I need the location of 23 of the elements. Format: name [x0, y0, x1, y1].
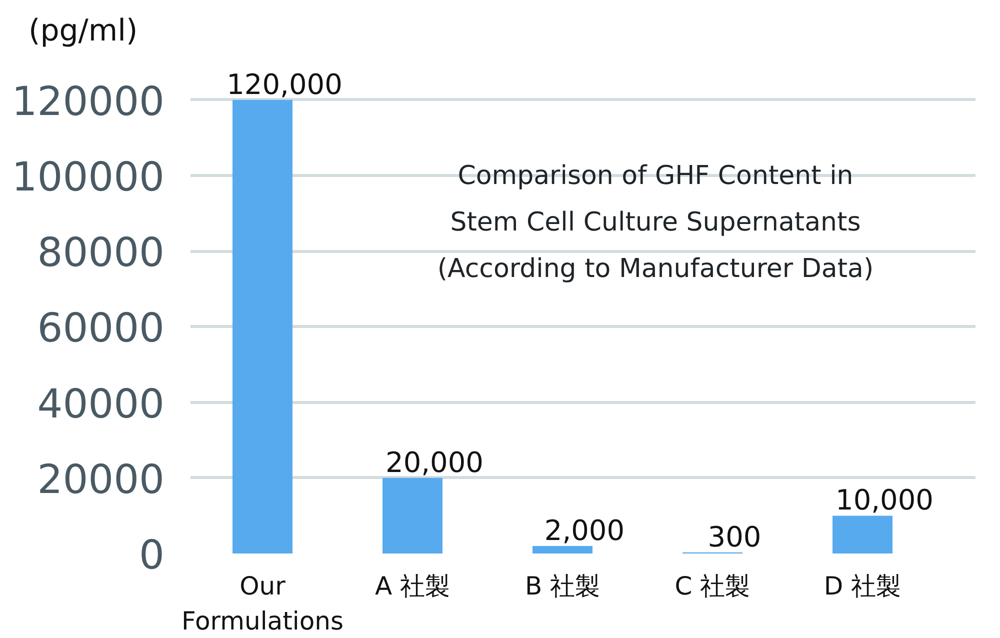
x-tick-label: A 社製 — [374, 572, 450, 600]
y-tick-label: 60000 — [37, 306, 165, 352]
data-label: 20,000 — [386, 446, 484, 479]
text: Comparison of GHF Content in Stem Cell Culture Supernatants (According to Manufacturer Data) — [437, 160, 874, 284]
y-tick-label: 80000 — [37, 230, 165, 276]
bar — [382, 478, 442, 554]
bar — [532, 546, 592, 554]
bar — [832, 516, 892, 554]
bar — [232, 100, 292, 554]
x-tick-label: C 社製 — [674, 572, 750, 600]
y-axis-title: (pg/ml) — [28, 14, 138, 48]
data-label: 300 — [708, 520, 762, 554]
x-tick-label: D 社製 — [824, 572, 902, 600]
x-tick-label: Our Formulations — [182, 572, 344, 636]
x-tick-label: B 社製 — [524, 572, 600, 600]
data-label: 10,000 — [836, 484, 934, 517]
y-tick-label: 0 — [139, 532, 165, 578]
y-tick-label: 40000 — [37, 381, 165, 428]
y-tick-label: 20000 — [37, 456, 165, 503]
data-label: 2,000 — [544, 514, 625, 547]
data-label: 120,000 — [226, 68, 342, 101]
y-tick-label: 120000 — [12, 78, 165, 125]
y-tick-label: 100000 — [12, 154, 165, 200]
